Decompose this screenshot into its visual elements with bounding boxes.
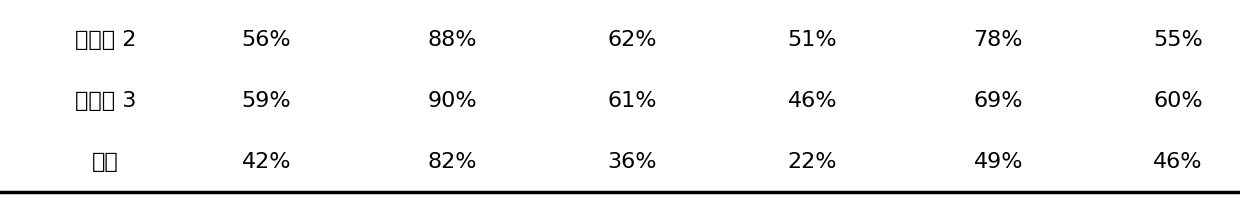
Text: 42%: 42% <box>242 152 291 172</box>
Text: 88%: 88% <box>428 30 477 50</box>
Text: 90%: 90% <box>428 91 477 111</box>
Text: 51%: 51% <box>787 30 837 50</box>
Text: 61%: 61% <box>608 91 657 111</box>
Text: 78%: 78% <box>973 30 1023 50</box>
Text: 69%: 69% <box>973 91 1023 111</box>
Text: 56%: 56% <box>242 30 291 50</box>
Text: 对照: 对照 <box>92 152 119 172</box>
Text: 62%: 62% <box>608 30 657 50</box>
Text: 22%: 22% <box>787 152 837 172</box>
Text: 实施例 3: 实施例 3 <box>74 91 136 111</box>
Text: 49%: 49% <box>973 152 1023 172</box>
Text: 82%: 82% <box>428 152 477 172</box>
Text: 36%: 36% <box>608 152 657 172</box>
Text: 60%: 60% <box>1153 91 1203 111</box>
Text: 46%: 46% <box>1153 152 1203 172</box>
Text: 实施例 2: 实施例 2 <box>74 30 136 50</box>
Text: 55%: 55% <box>1153 30 1203 50</box>
Text: 59%: 59% <box>242 91 291 111</box>
Text: 46%: 46% <box>787 91 837 111</box>
